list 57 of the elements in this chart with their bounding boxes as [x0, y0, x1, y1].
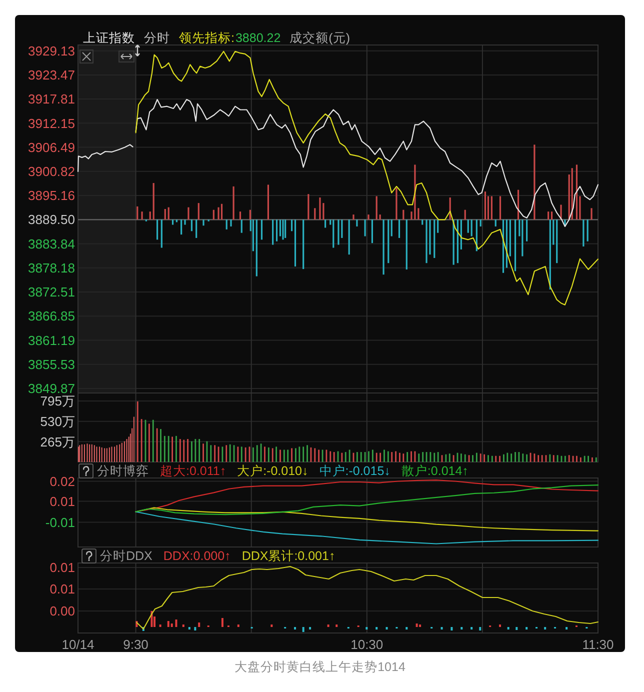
- line-series: [135, 484, 599, 516]
- text: 大户:-0.010↓: [237, 464, 308, 478]
- y-tick-label: 0.01: [50, 582, 75, 597]
- y-tick-label: 3917.81: [28, 92, 75, 107]
- line-series: [135, 50, 599, 306]
- y-tick-label: 3923.47: [28, 68, 75, 83]
- bar: [198, 622, 200, 627]
- y-tick-label: 3895.16: [28, 188, 75, 204]
- line-series: [135, 511, 599, 544]
- series-label: DDX累计:0.001↑: [242, 549, 336, 563]
- x-tick-label: 9:30: [123, 637, 148, 652]
- text: 3880.22: [235, 31, 281, 45]
- y-tick-label: 530万: [40, 414, 75, 429]
- y-tick-label: 3900.82: [28, 164, 75, 180]
- y-tick-label: 265万: [40, 434, 75, 450]
- y-tick-label: 3866.85: [28, 308, 75, 324]
- y-tick-label: 3849.87: [28, 381, 75, 396]
- chart-title: 上证指数: [83, 31, 135, 45]
- x-tick-label: 10:30: [350, 637, 384, 652]
- x-tick-label: 11:30: [582, 637, 614, 652]
- y-tick-label: -0.01: [45, 514, 75, 530]
- y-tick-label: 3878.18: [28, 260, 75, 276]
- bar: [302, 627, 304, 632]
- text: 中户:-0.015↓: [319, 464, 390, 478]
- bar: [170, 624, 173, 627]
- text: 成交额(元): [290, 30, 350, 45]
- y-tick-label: 0.01: [50, 494, 75, 509]
- chart-title: 分时DDX: [100, 549, 154, 563]
- y-tick-label: 3872.51: [28, 284, 75, 300]
- bar: [516, 627, 518, 630]
- text: 大盘分时黄白线上午走势1014: [234, 660, 406, 674]
- text: DDX:0.000↑: [163, 549, 231, 563]
- bar: [167, 621, 170, 627]
- series-label: 散户:0.014↑: [401, 464, 468, 478]
- bar: [221, 618, 224, 627]
- y-tick-label: 3855.53: [28, 356, 75, 372]
- y-tick-label: 795万: [40, 394, 75, 409]
- y-tick-label: 3861.19: [28, 332, 75, 348]
- series-label: 超大:0.011↑: [160, 464, 226, 478]
- bar: [194, 627, 196, 630]
- chart-subtitle: 分时: [144, 31, 170, 45]
- y-tick-label: 3929.13: [28, 43, 75, 58]
- y-tick-label: 3912.15: [28, 116, 75, 131]
- series-label: 领先指标:: [179, 31, 234, 45]
- y-tick-label: 0.01: [50, 560, 75, 576]
- y-tick-label: 3889.50: [28, 212, 75, 228]
- y-tick-label: 3906.49: [28, 140, 75, 155]
- bar: [416, 624, 418, 627]
- bar: [450, 627, 453, 630]
- x-tick-label: 10/14: [62, 637, 94, 652]
- y-tick-label: 0.00: [50, 604, 75, 619]
- y-tick-label: 0.02: [50, 474, 75, 489]
- chart-title: 分时博弈: [97, 463, 149, 478]
- bar: [175, 620, 178, 627]
- line-series: [136, 566, 599, 630]
- y-tick-label: 3883.84: [28, 236, 75, 252]
- bar: [479, 627, 482, 630]
